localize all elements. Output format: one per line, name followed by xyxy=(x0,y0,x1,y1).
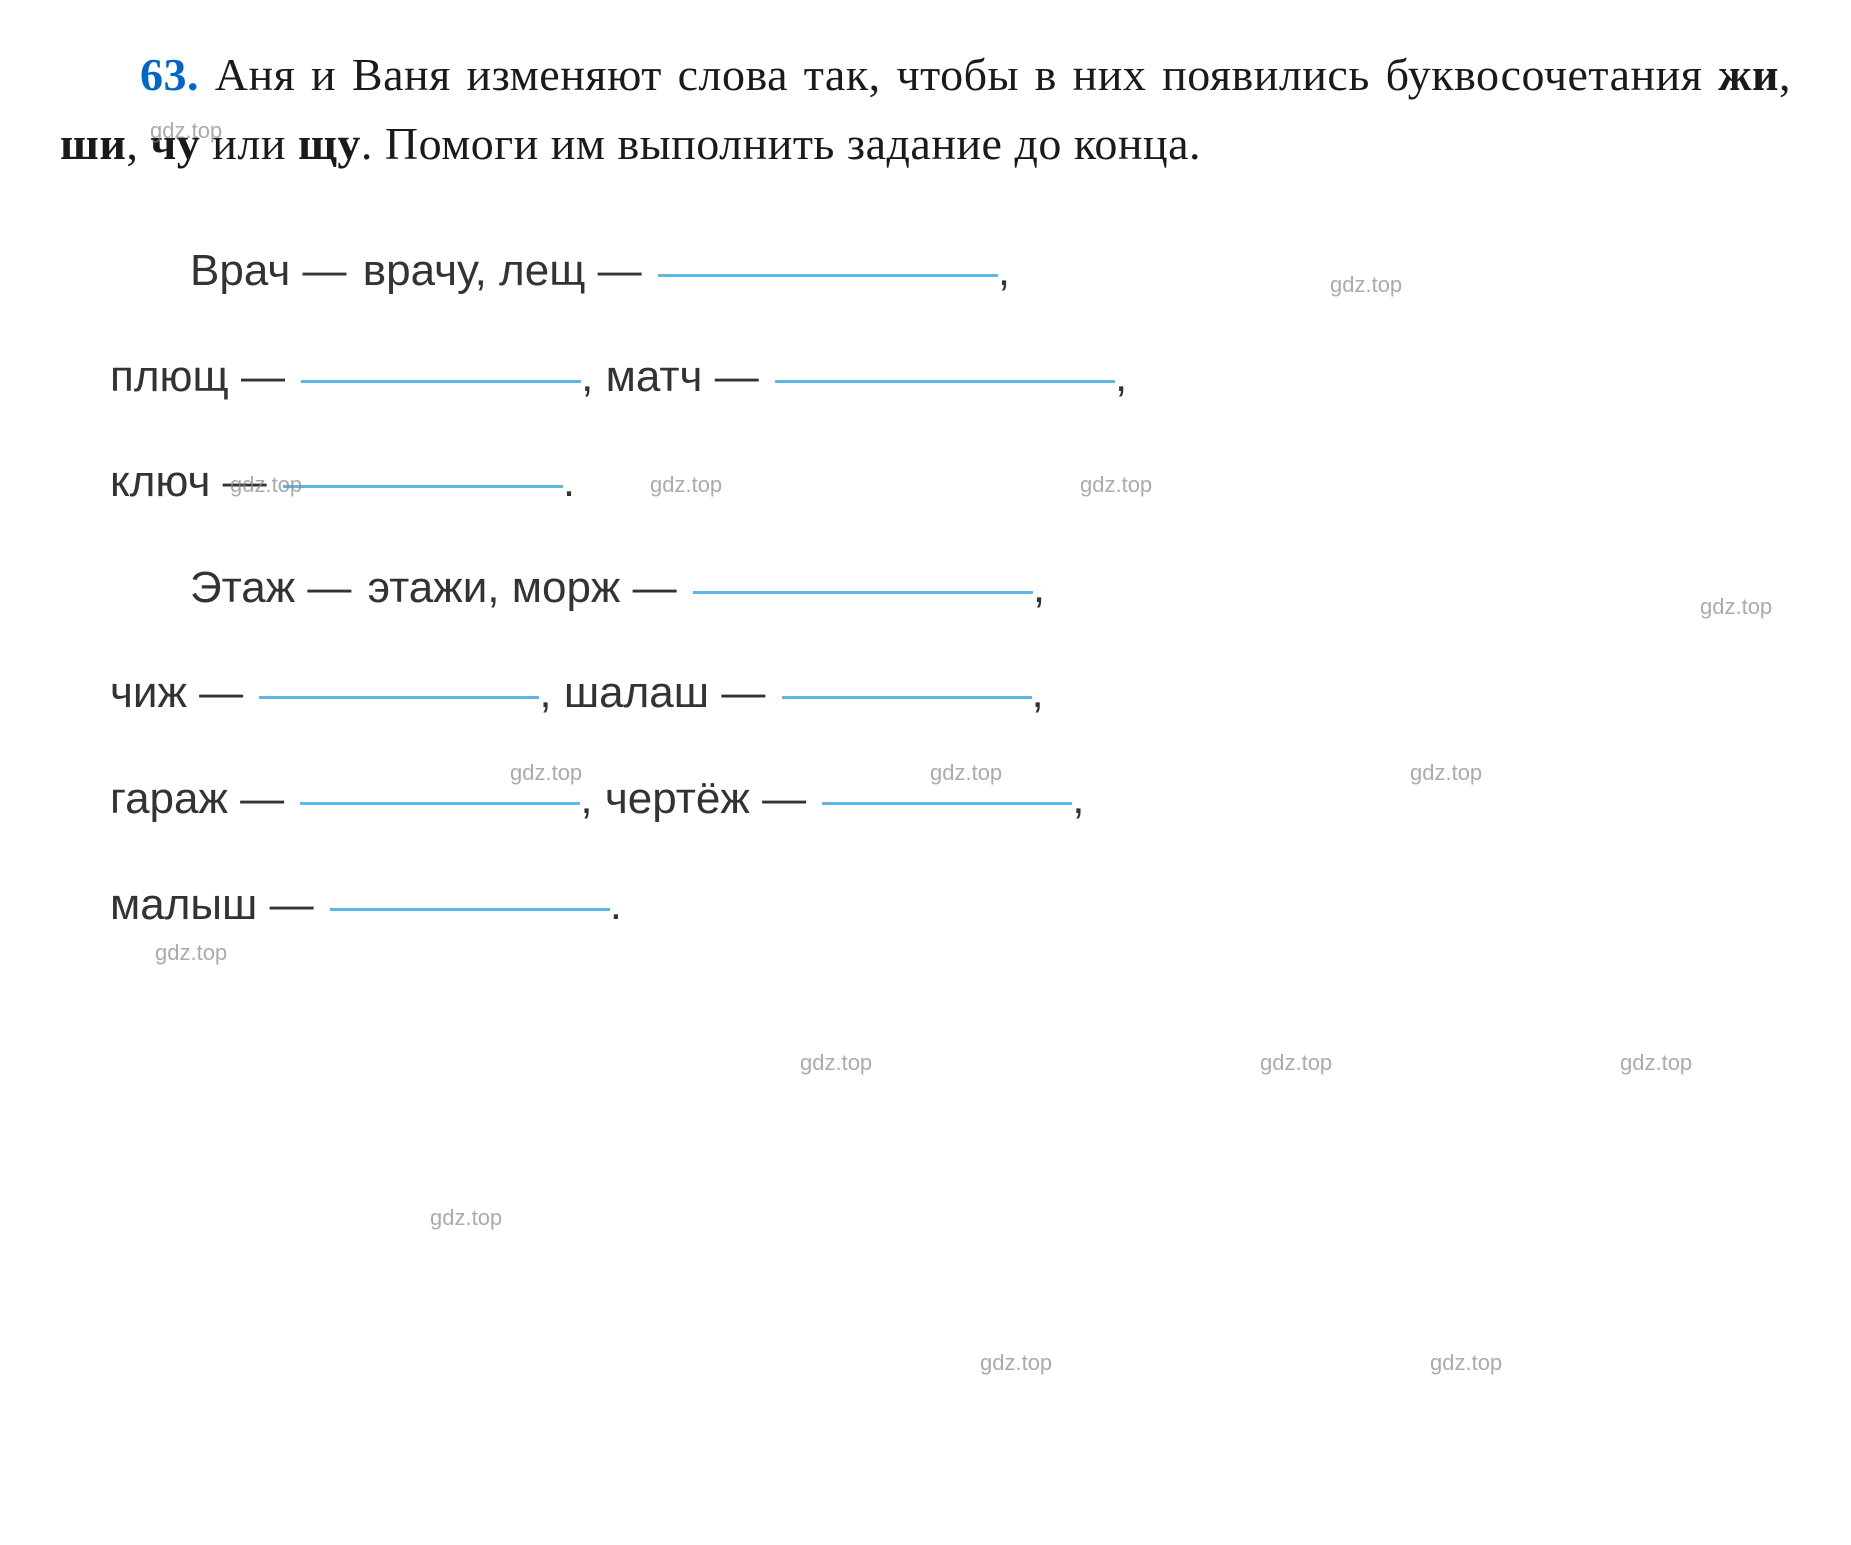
dash: — xyxy=(270,880,330,929)
watermark: gdz.top xyxy=(980,1350,1052,1376)
blank-line[interactable] xyxy=(283,485,563,488)
word-garazh: гараж xyxy=(110,774,228,823)
line-3: ключ — . xyxy=(110,429,1791,535)
blank-line[interactable] xyxy=(300,802,580,805)
blank-line[interactable] xyxy=(693,591,1033,594)
line-5: чиж — , шалаш — , xyxy=(110,640,1791,746)
word-plyusch: плющ xyxy=(110,352,229,401)
blank-line[interactable] xyxy=(330,908,610,911)
blank-line[interactable] xyxy=(775,380,1115,383)
line-7: малыш — . xyxy=(110,852,1791,958)
watermark: gdz.top xyxy=(800,1050,872,1076)
instruction-text-1: Аня и Ваня изменяют слова так, чтобы в н… xyxy=(215,49,1718,100)
blank-line[interactable] xyxy=(259,696,539,699)
dash: — xyxy=(307,563,367,612)
line-2: плющ — , матч — , xyxy=(110,324,1791,430)
line-1: Врач — врачу, лещ — , xyxy=(110,218,1791,324)
instruction-text-3: , xyxy=(126,118,150,169)
dash: — xyxy=(762,774,822,823)
blank-line[interactable] xyxy=(301,380,581,383)
dash: — xyxy=(715,352,775,401)
line-4: Этаж — этажи, морж — , xyxy=(110,535,1791,641)
dash: — xyxy=(199,668,259,717)
answer-vrachu: врачу xyxy=(363,246,475,295)
bold-schu: щу xyxy=(298,118,361,169)
watermark: gdz.top xyxy=(430,1205,502,1231)
dash: — xyxy=(598,246,658,295)
bold-chu: чу xyxy=(150,118,200,169)
dash: — xyxy=(223,457,283,506)
word-klyuch: ключ xyxy=(110,457,210,506)
exercise-number: 63. xyxy=(60,49,199,100)
word-vrach: Врач xyxy=(190,246,290,295)
watermark: gdz.top xyxy=(1260,1050,1332,1076)
bold-shi: ши xyxy=(60,118,126,169)
dash: — xyxy=(721,668,781,717)
blank-line[interactable] xyxy=(822,802,1072,805)
dash: — xyxy=(241,352,301,401)
answer-etazhi: этажи xyxy=(368,563,488,612)
dash: — xyxy=(240,774,300,823)
word-shalash: шалаш xyxy=(564,668,709,717)
watermark: gdz.top xyxy=(1430,1350,1502,1376)
dash: — xyxy=(633,563,693,612)
word-morzh: морж xyxy=(512,563,621,612)
instruction-text-2: , xyxy=(1779,49,1791,100)
dash: — xyxy=(302,246,362,295)
exercise-body: Врач — врачу, лещ — , плющ — , матч — , … xyxy=(60,218,1791,957)
instruction-text-5: . Помоги им выполнить за­дание до конца. xyxy=(361,118,1201,169)
instruction-text-4: или xyxy=(200,118,298,169)
blank-line[interactable] xyxy=(658,274,998,277)
word-match: матч xyxy=(606,352,703,401)
word-lesch: лещ xyxy=(499,246,585,295)
bold-zhi: жи xyxy=(1718,49,1779,100)
word-etazh: Этаж xyxy=(190,563,295,612)
watermark: gdz.top xyxy=(1620,1050,1692,1076)
word-malysh: малыш xyxy=(110,880,257,929)
exercise-container: 63. Аня и Ваня изменяют слова так, чтобы… xyxy=(60,40,1791,957)
exercise-instruction: 63. Аня и Ваня изменяют слова так, чтобы… xyxy=(60,40,1791,178)
word-chizh: чиж xyxy=(110,668,187,717)
blank-line[interactable] xyxy=(782,696,1032,699)
word-chertezh: чертёж xyxy=(605,774,750,823)
line-6: гараж — , чертёж — , xyxy=(110,746,1791,852)
